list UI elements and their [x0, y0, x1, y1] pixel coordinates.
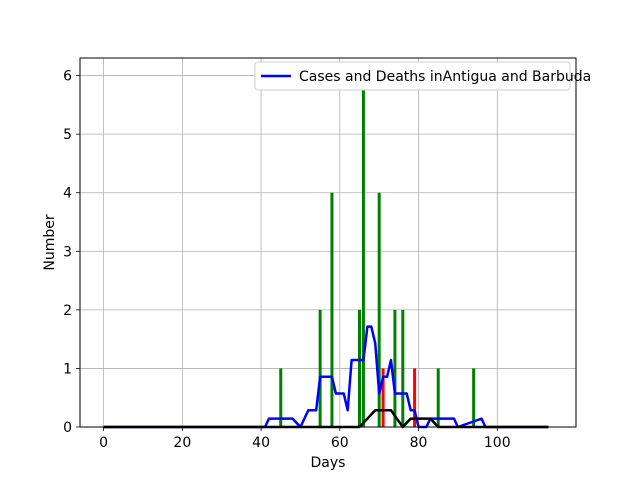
y-axis-label: Number [42, 214, 58, 270]
death-bar [381, 368, 385, 427]
legend-entry-label: Cases and Deaths inAntigua and Barbuda [299, 69, 591, 85]
x-tick-label: 0 [99, 435, 108, 451]
y-tick-label: 4 [63, 186, 72, 202]
case-bar [377, 192, 381, 427]
death-bar [413, 368, 417, 427]
x-tick-label: 100 [484, 435, 511, 451]
x-tick-label: 20 [173, 435, 191, 451]
ticks: 0 20 40 60 80 100 0 1 2 3 4 5 6 [63, 69, 511, 451]
case-bar [279, 368, 283, 427]
case-bar [357, 309, 361, 427]
case-bar [393, 309, 397, 427]
y-tick-label: 1 [63, 361, 72, 377]
y-tick-label: 6 [63, 69, 72, 85]
legend: Cases and Deaths inAntigua and Barbuda [254, 61, 591, 91]
case-bar [472, 368, 476, 427]
case-bar [318, 309, 322, 427]
cases-deaths-line [103, 325, 549, 429]
x-tick-label: 40 [252, 435, 270, 451]
case-bar [401, 309, 405, 427]
grid [80, 58, 576, 428]
bars [279, 90, 476, 427]
x-tick-label: 80 [410, 435, 428, 451]
plot-area-frame [79, 57, 577, 428]
y-tick-label: 5 [63, 127, 72, 143]
y-tick-label: 0 [63, 420, 72, 436]
y-tick-label: 2 [63, 303, 72, 319]
case-bar [436, 368, 440, 427]
x-tick-label: 60 [331, 435, 349, 451]
y-tick-label: 3 [63, 244, 72, 260]
case-bar [330, 192, 334, 427]
case-bar [361, 90, 365, 427]
legend-box [254, 61, 571, 91]
x-axis-label: Days [311, 455, 346, 471]
